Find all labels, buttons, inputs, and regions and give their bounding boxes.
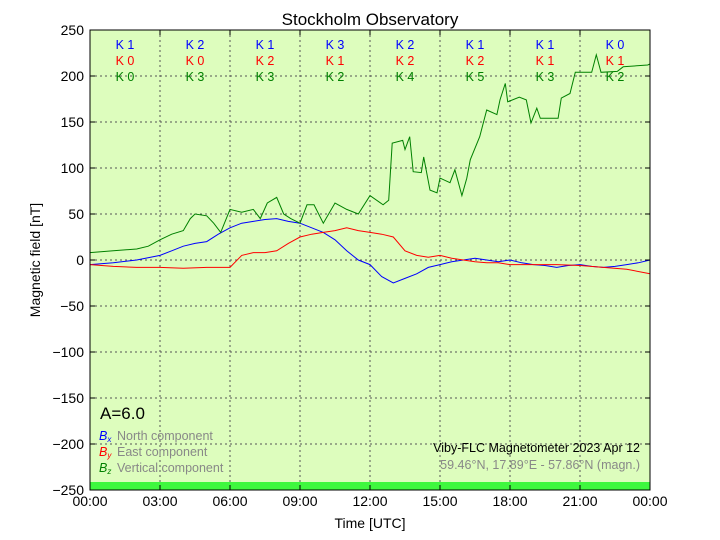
x-tick-label: 21:00 xyxy=(562,493,597,509)
k-index-y: K 2 xyxy=(466,54,485,68)
y-tick-label: 150 xyxy=(61,114,85,130)
k-index-z: K 3 xyxy=(186,70,205,84)
y-tick-label: −250 xyxy=(52,482,84,498)
k-index-x: K 1 xyxy=(536,38,555,52)
k-index-y: K 0 xyxy=(186,54,205,68)
x-tick-label: 15:00 xyxy=(422,493,457,509)
series-line-by xyxy=(89,227,651,275)
y-tick-label: 200 xyxy=(61,68,85,84)
k-index-x: K 2 xyxy=(396,38,415,52)
y-tick-label: −200 xyxy=(52,436,84,452)
x-tick-label: 00:00 xyxy=(632,493,667,509)
k-index-z: K 0 xyxy=(116,70,135,84)
k-index-x: K 1 xyxy=(466,38,485,52)
x-tick-label: 18:00 xyxy=(492,493,527,509)
y-axis-label: Magnetic field [nT] xyxy=(27,203,43,317)
k-index-y: K 1 xyxy=(326,54,345,68)
y-tick-label: −50 xyxy=(60,298,84,314)
k-index-x: K 1 xyxy=(116,38,135,52)
legend-label: North component xyxy=(117,429,213,443)
k-indices: K 1 K 2 K 1 K 3 K 2 K 1 K 1 K 0 K 0 K 0 K 2 K 1 K 2 K… xyxy=(116,38,625,84)
axis-ticks: 00:00 03:00 06:00 09:00 12:00 15:00 18:00 21:00… xyxy=(52,22,667,509)
x-tick-label: 12:00 xyxy=(352,493,387,509)
k-index-x: K 2 xyxy=(186,38,205,52)
k-index-y: K 1 xyxy=(606,54,625,68)
y-tick-label: 0 xyxy=(76,252,84,268)
grid-lines xyxy=(90,30,650,490)
k-index-z: K 2 xyxy=(606,70,625,84)
k-index-y: K 0 xyxy=(116,54,135,68)
legend-label: East component xyxy=(117,445,208,459)
k-index-z: K 3 xyxy=(536,70,555,84)
y-tick-label: 50 xyxy=(68,206,84,222)
y-tick-label: −100 xyxy=(52,344,84,360)
k-index-y: K 1 xyxy=(536,54,555,68)
location-label: 59.46°N, 17.89°E - 57.86°N (magn.) xyxy=(440,458,640,472)
series-line-bx xyxy=(89,218,651,284)
y-tick-label: 100 xyxy=(61,160,85,176)
x-tick-label: 03:00 xyxy=(142,493,177,509)
k-index-y: K 2 xyxy=(256,54,275,68)
series-line-bz xyxy=(89,52,651,254)
k-index-z: K 4 xyxy=(396,70,415,84)
k-index-z: K 2 xyxy=(326,70,345,84)
k-index-y: K 2 xyxy=(396,54,415,68)
k-index-x: K 1 xyxy=(256,38,275,52)
x-axis-label: Time [UTC] xyxy=(334,515,405,531)
k-index-x: K 3 xyxy=(326,38,345,52)
chart-title: Stockholm Observatory xyxy=(282,10,459,29)
k-index-x: K 0 xyxy=(606,38,625,52)
k-index-z: K 3 xyxy=(256,70,275,84)
x-tick-label: 09:00 xyxy=(282,493,317,509)
instrument-label: Viby-FLC Magnetometer 2023 Apr 12 xyxy=(433,441,640,455)
series-lines xyxy=(89,52,651,284)
x-tick-label: 06:00 xyxy=(212,493,247,509)
k-index-z: K 5 xyxy=(466,70,485,84)
x-tick-label: 00:00 xyxy=(72,493,107,509)
legend-label: Vertical component xyxy=(117,461,224,475)
a-index: A=6.0 xyxy=(100,404,145,423)
y-tick-label: −150 xyxy=(52,390,84,406)
y-tick-label: 250 xyxy=(61,22,85,38)
